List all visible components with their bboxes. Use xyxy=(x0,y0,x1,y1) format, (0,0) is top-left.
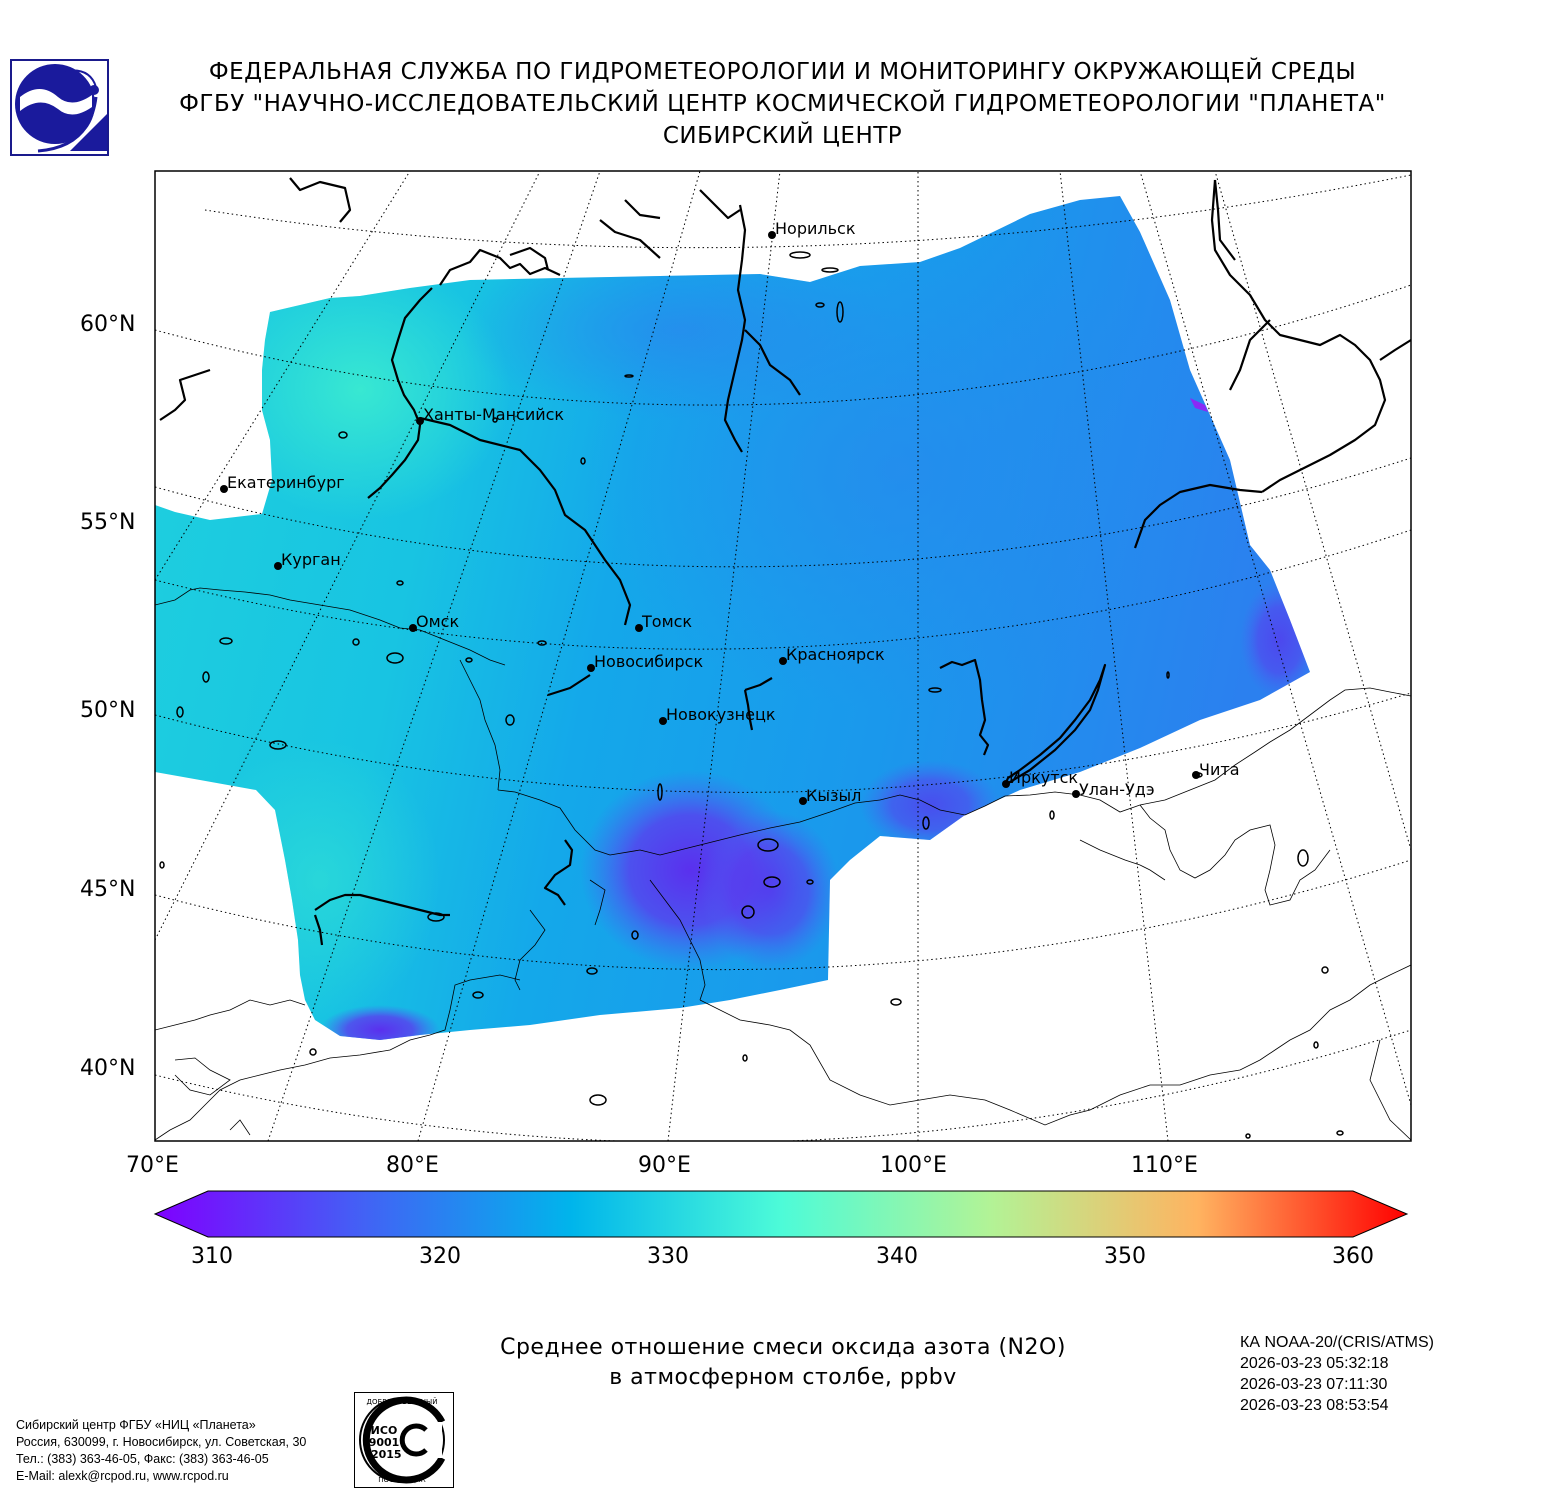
map-frame xyxy=(154,170,1412,1142)
pass-time-2: 2026-03-23 07:11:30 xyxy=(1240,1376,1388,1393)
svg-text:Красноярск: Красноярск xyxy=(786,645,885,664)
city-chita: Чита xyxy=(1192,760,1240,779)
colorbar-tick-360: 360 xyxy=(1332,1244,1374,1269)
svg-text:Томск: Томск xyxy=(641,612,692,631)
footer-phone: Тел.: (383) 363-46-05, Факс: (383) 363-4… xyxy=(16,1452,269,1466)
n2o-map: Норильск Ханты-Мансийск Екатеринбург Кур… xyxy=(154,170,1412,1142)
city-novosibirsk: Новосибирск xyxy=(587,652,703,672)
colorbar xyxy=(153,1190,1409,1238)
city-novokuznetsk: Новокузнецк xyxy=(659,705,776,725)
pass-time-1: 2026-03-23 05:32:18 xyxy=(1240,1355,1389,1372)
lon-label-110: 110°E xyxy=(1131,1153,1198,1178)
colorbar-tick-340: 340 xyxy=(876,1244,918,1269)
header-center: СИБИРСКИЙ ЦЕНТР xyxy=(662,123,903,149)
city-omsk: Омск xyxy=(409,612,459,632)
svg-text:Новосибирск: Новосибирск xyxy=(594,652,703,671)
svg-text:ПОСТАВЩИК: ПОСТАВЩИК xyxy=(378,1476,425,1484)
svg-text:Кызыл: Кызыл xyxy=(806,786,861,805)
lat-label-40: 40°N xyxy=(80,1056,136,1081)
svg-text:Норильск: Норильск xyxy=(775,219,856,238)
city-irkutsk: Иркутск xyxy=(1002,768,1078,788)
pass-time-3: 2026-03-23 08:53:54 xyxy=(1240,1397,1389,1414)
lat-label-50: 50°N xyxy=(80,698,136,723)
footer-org: Сибирский центр ФГБУ «НИЦ «Планета» xyxy=(16,1418,256,1432)
lon-label-70: 70°E xyxy=(126,1153,179,1178)
colorbar-tick-310: 310 xyxy=(191,1244,233,1269)
satellite-name: КА NOAA-20/(CRIS/ATMS) xyxy=(1240,1334,1434,1351)
city-tomsk: Томск xyxy=(635,612,692,632)
city-ulan-ude: Улан-Удэ xyxy=(1072,780,1155,799)
header-agency: ФЕДЕРАЛЬНАЯ СЛУЖБА ПО ГИДРОМЕТЕОРОЛОГИИ … xyxy=(208,59,1357,85)
lat-label-55: 55°N xyxy=(80,510,136,535)
svg-text:Чита: Чита xyxy=(1199,760,1240,779)
city-kyzyl: Кызыл xyxy=(799,786,861,805)
svg-text:Иркутск: Иркутск xyxy=(1009,768,1078,787)
svg-text:ИСО: ИСО xyxy=(371,1424,398,1437)
colorbar-tick-320: 320 xyxy=(419,1244,461,1269)
svg-text:-2015: -2015 xyxy=(366,1448,401,1461)
svg-text:Ханты-Мансийск: Ханты-Мансийск xyxy=(423,405,564,424)
footer-address: Россия, 630099, г. Новосибирск, ул. Сове… xyxy=(16,1435,307,1449)
lat-label-45: 45°N xyxy=(80,877,136,902)
lon-label-100: 100°E xyxy=(880,1153,947,1178)
svg-text:Курган: Курган xyxy=(281,550,341,569)
svg-text:Улан-Удэ: Улан-Удэ xyxy=(1079,780,1155,799)
colorbar-tick-330: 330 xyxy=(647,1244,689,1269)
lon-label-90: 90°E xyxy=(638,1153,691,1178)
city-khanty-mansiysk: Ханты-Мансийск xyxy=(416,405,564,425)
colorbar-tick-350: 350 xyxy=(1104,1244,1146,1269)
svg-text:Новокузнецк: Новокузнецк xyxy=(666,705,776,724)
svg-text:9001: 9001 xyxy=(369,1436,400,1449)
svg-text:Екатеринбург: Екатеринбург xyxy=(227,473,345,492)
lat-label-60: 60°N xyxy=(80,312,136,337)
header-institute: ФГБУ "НАУЧНО-ИССЛЕДОВАТЕЛЬСКИЙ ЦЕНТР КОС… xyxy=(179,91,1386,117)
lon-label-80: 80°E xyxy=(386,1153,439,1178)
footer-email: E-Mail: alexk@rcpod.ru, www.rcpod.ru xyxy=(16,1469,229,1483)
planeta-logo-icon xyxy=(10,59,109,156)
city-norilsk: Норильск xyxy=(768,219,856,239)
city-kurgan: Курган xyxy=(274,550,341,570)
iso-9001-badge-icon: ИСО 9001 -2015 ДОБРОСОВЕСТНЫЙ ПОСТАВЩИК xyxy=(354,1392,454,1488)
city-yekaterinburg: Екатеринбург xyxy=(220,473,345,493)
caption-line2: в атмосферном столбе, ppbv xyxy=(609,1365,957,1390)
caption-line1: Среднее отношение смеси оксида азота (N2… xyxy=(500,1335,1066,1360)
svg-text:Омск: Омск xyxy=(416,612,459,631)
city-krasnoyarsk: Красноярск xyxy=(779,645,885,665)
svg-text:ДОБРОСОВЕСТНЫЙ: ДОБРОСОВЕСТНЫЙ xyxy=(367,1397,438,1406)
city-markers: Норильск Ханты-Мансийск Екатеринбург Кур… xyxy=(220,219,1240,805)
